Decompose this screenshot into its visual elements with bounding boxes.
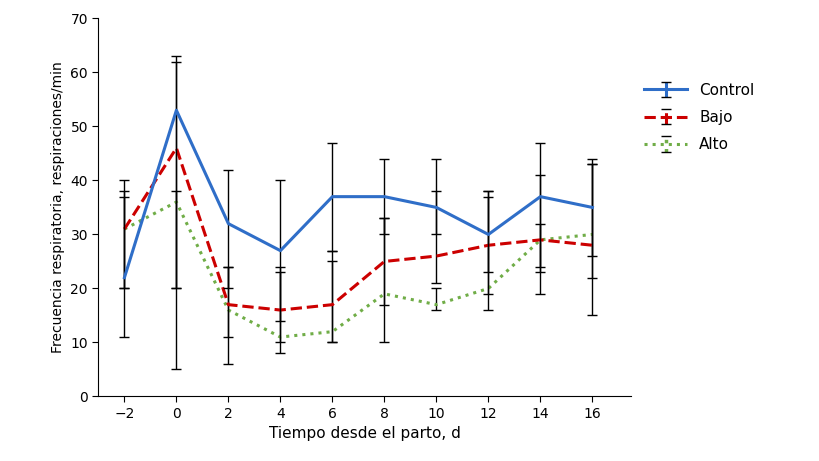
Y-axis label: Frecuencia respiratoria, respiraciones/min: Frecuencia respiratoria, respiraciones/m… [51,62,65,353]
X-axis label: Tiempo desde el parto, d: Tiempo desde el parto, d [269,426,460,442]
Legend: Control, Bajo, Alto: Control, Bajo, Alto [644,83,753,152]
